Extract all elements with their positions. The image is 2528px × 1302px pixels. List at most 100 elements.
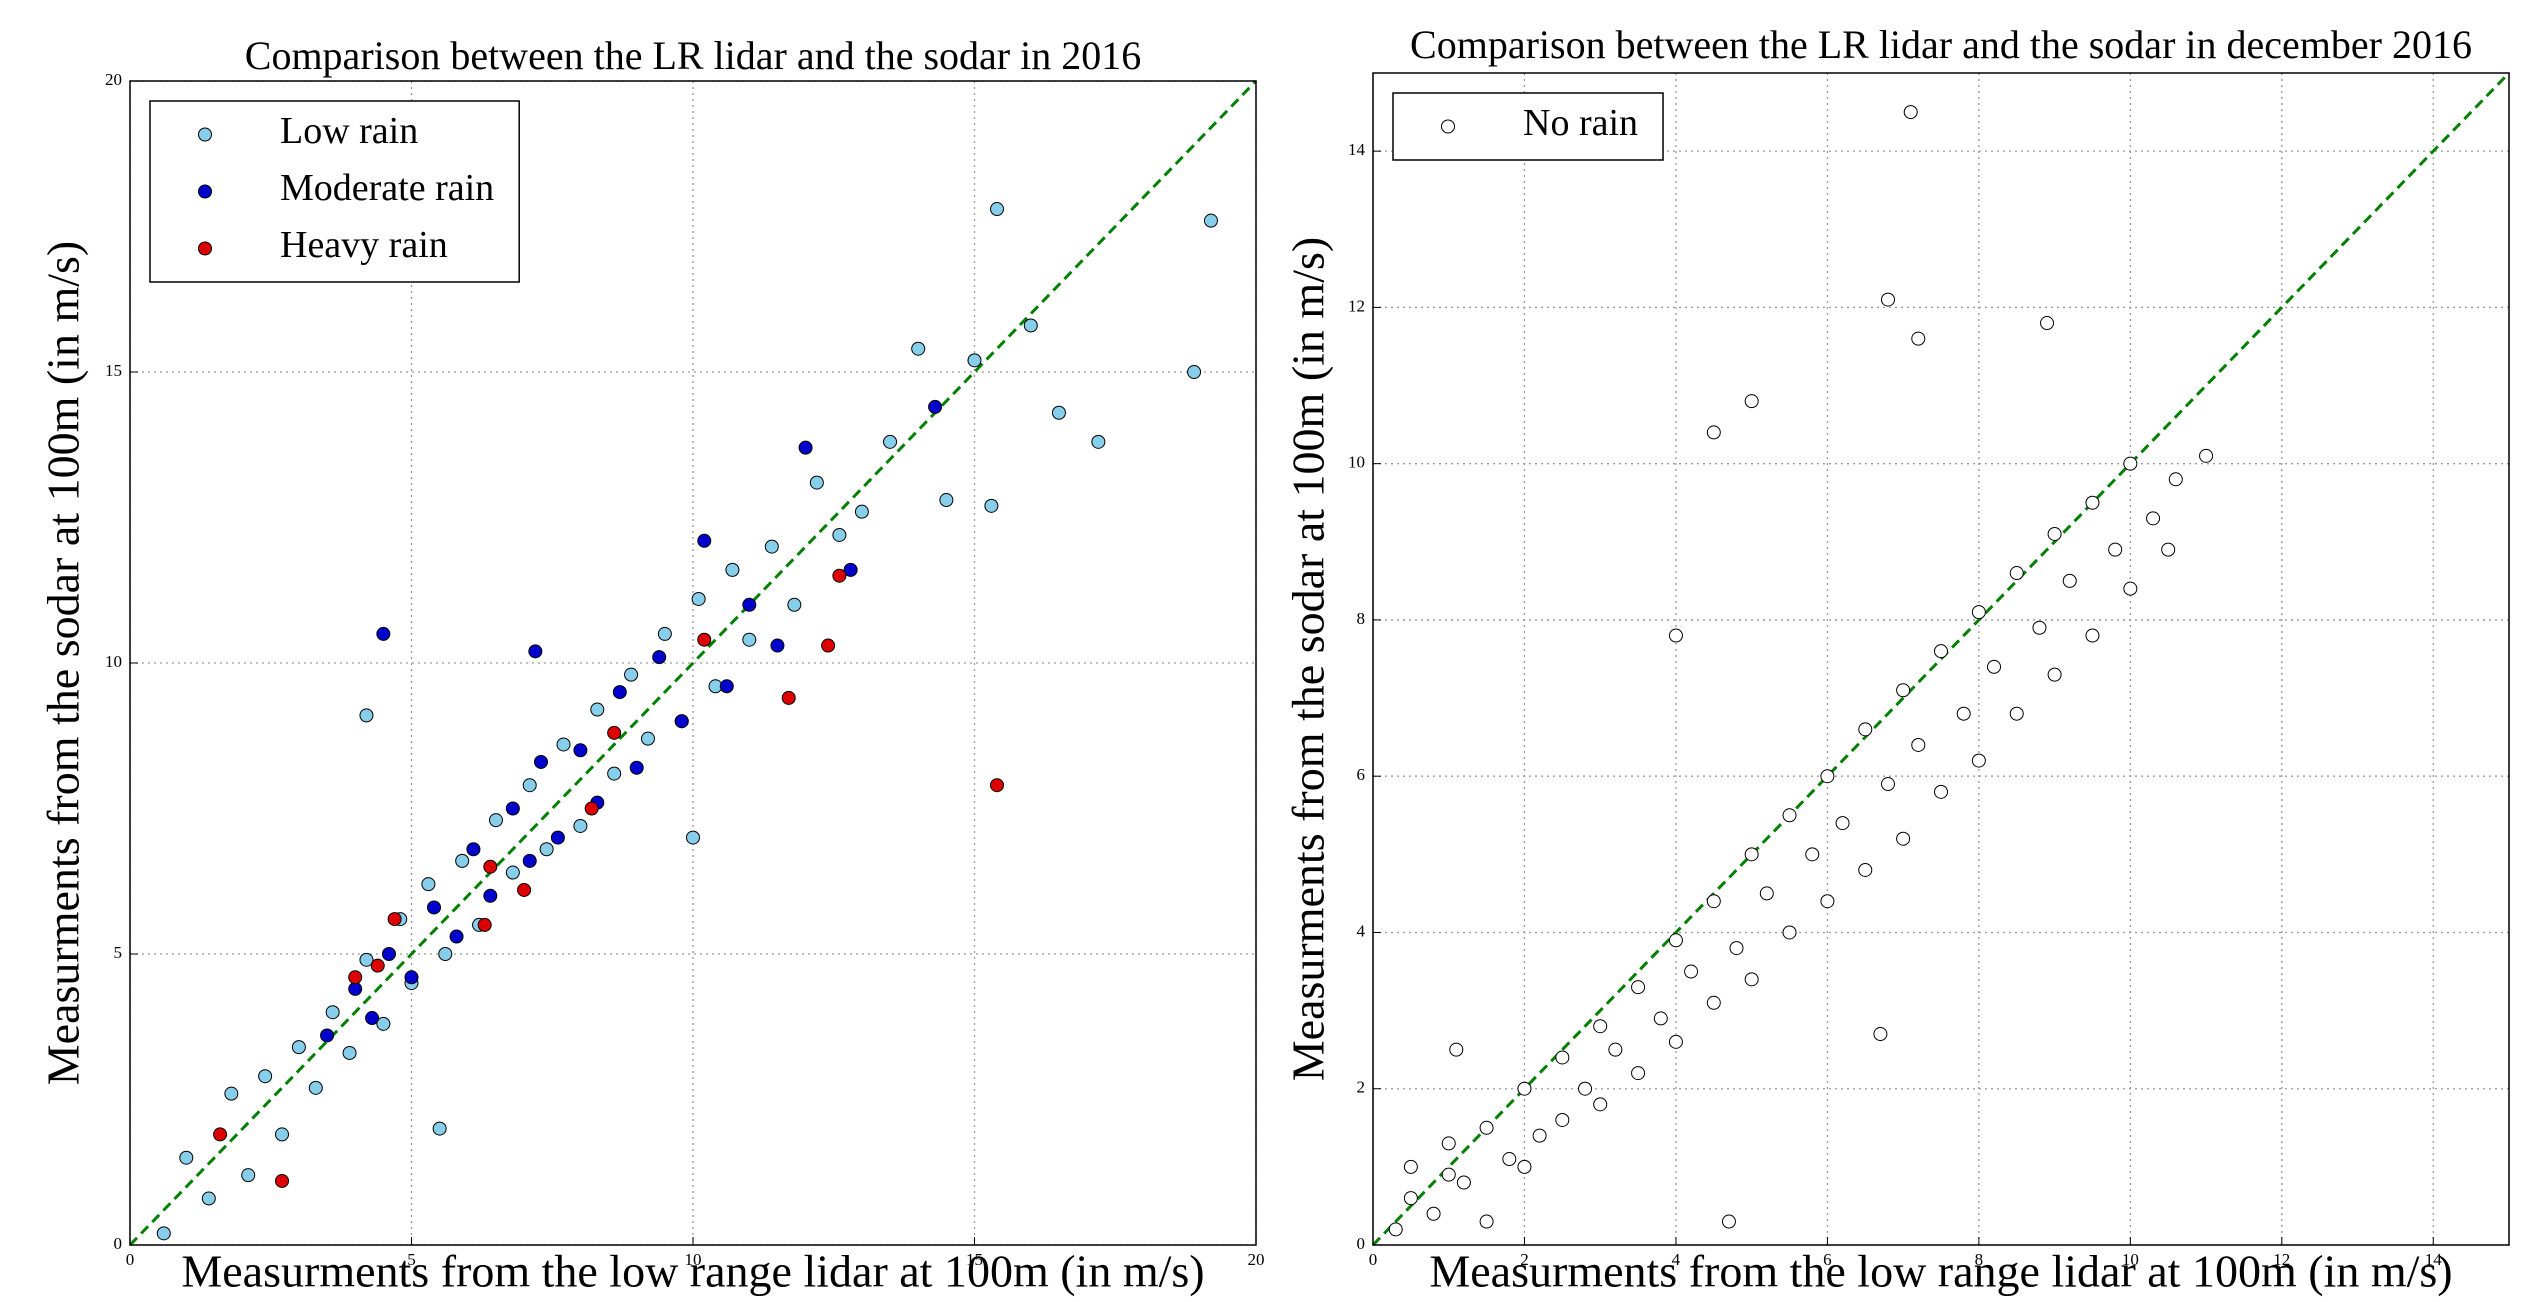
- point: [1987, 659, 2002, 674]
- legend-label: Moderate rain: [280, 167, 494, 209]
- point: [1934, 644, 1948, 659]
- point: [1388, 1222, 1403, 1237]
- point: [1934, 784, 1948, 799]
- point: [1782, 808, 1797, 823]
- point: [697, 533, 712, 548]
- point: [427, 900, 442, 915]
- point: [1858, 862, 1873, 877]
- point: [477, 917, 492, 932]
- point: [1653, 1011, 1668, 1026]
- plot-frame: [129, 80, 1257, 1246]
- point: [939, 493, 954, 508]
- point: [1479, 1120, 1494, 1135]
- point: [404, 970, 419, 985]
- point: [505, 801, 520, 816]
- y-axis-label: Measurments from the sodar at 100m (in m…: [38, 241, 89, 1085]
- point: [432, 1121, 447, 1136]
- y-tick-label: 10: [1348, 453, 1365, 472]
- point: [1403, 1159, 1418, 1174]
- point: [2062, 573, 2077, 588]
- x-tick-label: 4: [1672, 1250, 1681, 1269]
- point: [1608, 1042, 1623, 1057]
- point: [449, 929, 464, 944]
- legend-marker: [198, 241, 212, 256]
- point: [742, 597, 757, 612]
- point: [466, 842, 481, 857]
- reference-line: [128, 79, 1258, 1247]
- point: [1187, 365, 1202, 379]
- point: [883, 434, 898, 449]
- y-tick-label: 15: [105, 361, 122, 380]
- legend-label: Heavy rain: [280, 224, 448, 266]
- point: [381, 947, 396, 961]
- point: [438, 947, 453, 961]
- point: [911, 341, 926, 356]
- legend-label: Low rain: [280, 110, 418, 152]
- x-axis-label: Measurments from the low range lidar at …: [1429, 1246, 2452, 1297]
- y-tick-label: 5: [114, 943, 123, 962]
- point: [770, 638, 785, 653]
- point: [2009, 706, 2024, 721]
- point: [1631, 980, 1646, 995]
- point: [275, 1127, 290, 1142]
- point: [691, 591, 706, 606]
- y-tick-label: 8: [1357, 609, 1366, 628]
- point: [612, 685, 627, 700]
- point: [967, 353, 982, 368]
- point: [2161, 542, 2176, 557]
- point: [1706, 425, 1721, 440]
- x-tick-label: 15: [966, 1250, 983, 1269]
- point: [533, 754, 548, 769]
- point: [854, 504, 869, 519]
- point: [528, 644, 543, 659]
- point: [821, 638, 836, 653]
- point: [1759, 886, 1774, 901]
- point: [584, 801, 599, 816]
- point: [640, 731, 655, 746]
- point: [1668, 628, 1683, 643]
- point: [1023, 318, 1038, 333]
- y-tick-label: 2: [1357, 1078, 1366, 1097]
- point: [376, 1016, 391, 1031]
- point: [1532, 1128, 1547, 1143]
- point: [1449, 1042, 1464, 1057]
- point: [1744, 847, 1759, 862]
- point: [984, 498, 999, 513]
- point: [2047, 667, 2062, 682]
- point: [2009, 566, 2024, 581]
- point: [1091, 434, 1106, 449]
- x-tick-label: 10: [685, 1250, 702, 1269]
- point: [224, 1086, 239, 1101]
- point: [686, 830, 700, 845]
- point: [1706, 995, 1721, 1010]
- point: [1668, 933, 1683, 948]
- point: [1873, 1027, 1888, 1042]
- y-tick-label: 20: [105, 70, 122, 89]
- y-axis-label: Measurments from the sodar at 100m (in m…: [1283, 237, 1334, 1081]
- point: [1744, 972, 1759, 987]
- point: [1880, 777, 1895, 792]
- point: [156, 1226, 171, 1241]
- point: [2032, 620, 2047, 635]
- point: [742, 632, 757, 647]
- point: [483, 888, 498, 903]
- chart-title: Comparison between the LR lidar and the …: [245, 33, 1141, 78]
- point: [1631, 1066, 1646, 1081]
- point: [241, 1168, 256, 1183]
- legend-marker: [198, 184, 212, 199]
- point: [719, 679, 734, 694]
- point: [550, 830, 565, 845]
- point: [2123, 581, 2138, 596]
- point: [1805, 847, 1820, 862]
- point: [308, 1080, 323, 1095]
- point: [1479, 1214, 1494, 1229]
- point: [421, 877, 436, 892]
- point: [275, 1173, 290, 1188]
- point: [376, 626, 391, 641]
- point: [291, 1040, 306, 1055]
- point: [522, 853, 537, 868]
- point: [1403, 1191, 1418, 1206]
- point: [1706, 894, 1721, 909]
- point: [573, 743, 588, 758]
